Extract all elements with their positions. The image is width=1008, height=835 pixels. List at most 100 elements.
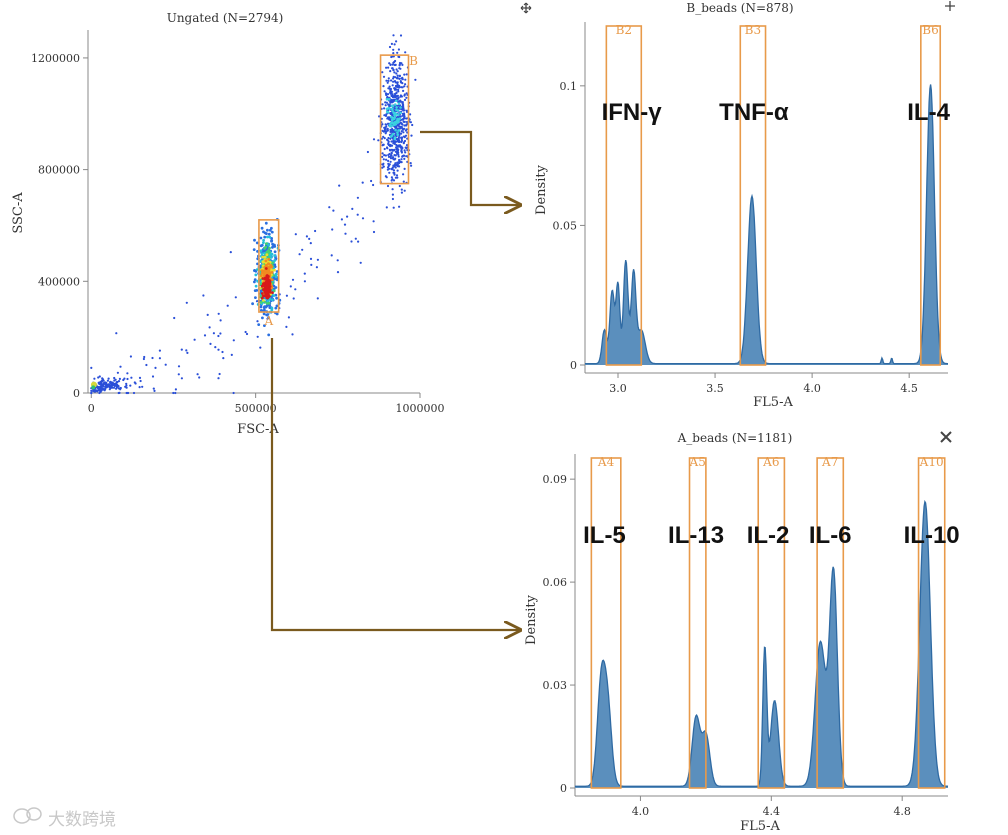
scatter-point	[264, 221, 268, 225]
scatter-point	[269, 264, 273, 267]
scatter-point	[259, 309, 263, 312]
scatter-point	[410, 164, 413, 167]
scatter-point	[400, 145, 403, 148]
scatter-point	[139, 379, 142, 383]
scatter-point	[384, 123, 387, 126]
scatter-point	[271, 298, 274, 302]
scatter-point	[400, 158, 403, 161]
scatter-point	[391, 149, 394, 152]
scatter-point	[262, 230, 265, 234]
scatter-point	[391, 157, 394, 160]
scatter-point	[180, 377, 183, 380]
scatter-point	[393, 136, 397, 139]
scatter-point	[265, 232, 268, 236]
scatter-point	[222, 357, 225, 360]
scatter-point	[265, 253, 269, 257]
scatter-point	[141, 385, 144, 388]
scatter-point	[392, 179, 396, 182]
scatter-point	[390, 113, 394, 116]
scatter-point	[272, 289, 276, 293]
scatter-point	[262, 312, 266, 316]
scatter-point	[396, 169, 399, 172]
scatter-point	[114, 382, 117, 385]
scatter-point	[398, 84, 401, 87]
scatter-point	[291, 278, 295, 281]
move-icon[interactable]	[945, 1, 955, 11]
scatter-point	[397, 102, 401, 105]
scatter-point	[266, 235, 269, 239]
scatter-point	[403, 149, 406, 152]
scatter-point	[396, 165, 399, 168]
scatter-point	[395, 126, 398, 129]
scatter-point	[270, 239, 273, 243]
scatter-point	[385, 130, 388, 133]
move-icon[interactable]	[520, 2, 532, 14]
scatter-point	[275, 296, 278, 300]
scatter-point	[253, 269, 256, 272]
scatter-point	[391, 130, 394, 133]
scatter-point	[218, 372, 221, 376]
scatter-point	[384, 101, 387, 104]
scatter-point	[287, 316, 290, 319]
pA-gate-label: A6	[762, 455, 779, 469]
b-beads-xlabel: FL5-A	[753, 395, 793, 410]
scatter-point	[372, 220, 375, 223]
scatter-point	[403, 136, 406, 139]
scatter-point	[391, 84, 394, 87]
scatter-point	[396, 109, 400, 112]
scatter-point	[262, 260, 265, 264]
scatter-point	[273, 250, 277, 254]
scatter-point	[385, 110, 389, 114]
scatter-point	[267, 243, 270, 247]
scatter-point	[291, 333, 294, 336]
a-beads-plot: 0 0.03 0.06 0.09 4.0 4.4 4.8 A4 A5 A6 A7 A10 IL-5 IL-…	[543, 454, 960, 818]
scatter-point	[361, 181, 364, 184]
scatter-point	[404, 78, 407, 81]
scatter-point	[294, 288, 297, 291]
scatter-point	[309, 257, 313, 260]
scatter-point	[392, 34, 395, 37]
scatter-point	[268, 228, 272, 232]
scatter-point	[382, 85, 385, 88]
watermark: 大数跨境	[13, 807, 116, 830]
scatter-point	[382, 135, 385, 138]
scatter-point	[370, 179, 373, 183]
scatter-point	[401, 78, 404, 81]
scatter-point	[386, 166, 390, 169]
scatter-point	[256, 320, 259, 323]
scatter-point	[193, 338, 196, 341]
speech-bubble-logo	[13, 807, 42, 824]
scatter-point	[395, 99, 398, 103]
scatter-point	[264, 284, 267, 288]
scatter-point	[405, 120, 409, 124]
scatter-point	[397, 153, 400, 156]
close-icon[interactable]	[940, 431, 952, 443]
scatter-point	[316, 258, 319, 261]
scatter-point	[398, 205, 401, 208]
scatter-point	[393, 92, 397, 96]
scatter-point	[402, 113, 405, 116]
scatter-point	[267, 232, 271, 236]
scatter-point	[390, 79, 393, 82]
scatter-point	[385, 206, 388, 209]
scatter-point	[400, 130, 403, 133]
scatter-point	[119, 365, 122, 368]
scatter-point	[267, 262, 270, 266]
scatter-point	[390, 119, 394, 122]
scatter-point	[391, 55, 394, 58]
pA-gate-a4	[590, 457, 622, 789]
scatter-point	[400, 62, 403, 65]
scatter-point	[260, 252, 264, 256]
scatter-xlabel: FSC-A	[237, 422, 279, 437]
scatter-point	[303, 272, 306, 275]
scatter-point	[174, 388, 177, 391]
scatter-point	[382, 75, 386, 78]
scatter-point	[113, 384, 116, 387]
pB-xtick-label: 3.5	[706, 382, 724, 395]
scatter-point	[126, 377, 129, 381]
scatter-point	[114, 378, 117, 381]
scatter-point	[395, 174, 399, 177]
scatter-point	[90, 366, 93, 369]
scatter-point	[392, 169, 396, 172]
scatter-point	[272, 244, 275, 248]
